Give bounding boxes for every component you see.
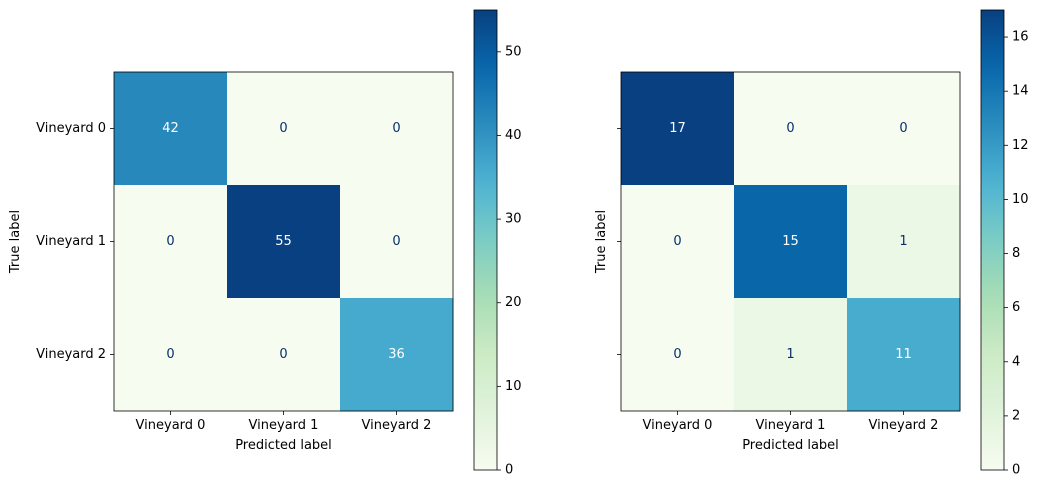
- heatmap-cell: [734, 72, 848, 186]
- cell-value: 0: [673, 347, 681, 362]
- heatmap-cell: [340, 72, 454, 186]
- cell-value: 1: [786, 347, 794, 362]
- x-tick-label: Vineyard 2: [869, 418, 939, 433]
- heatmap-cell: [847, 298, 961, 412]
- y-tick-label: Vineyard 2: [36, 347, 106, 362]
- colorbar-tick-label: 4: [1012, 354, 1020, 369]
- colorbar-tick-label: 50: [505, 44, 522, 59]
- cell-value: 1: [899, 234, 907, 249]
- x-tick-label: Vineyard 1: [756, 418, 826, 433]
- colorbar-tick-label: 40: [505, 128, 522, 143]
- cell-value: 11: [895, 347, 912, 362]
- x-tick-label: Vineyard 0: [643, 418, 713, 433]
- heatmap-cell: [621, 185, 735, 299]
- cell-value: 42: [162, 121, 179, 136]
- colorbar-tick-label: 6: [1012, 300, 1020, 315]
- colorbar: [980, 9, 1005, 471]
- heatmap-cell: [621, 298, 735, 412]
- colorbar-tick-label: 16: [1012, 30, 1029, 45]
- colorbar-tick-label: 10: [505, 379, 522, 394]
- heatmap-cell: [847, 185, 961, 299]
- heatmap-cell: [114, 185, 228, 299]
- y-tick-label: Vineyard 1: [36, 234, 106, 249]
- y-axis-title: True label: [8, 210, 23, 274]
- cell-value: 0: [166, 234, 174, 249]
- y-axis-title: True label: [594, 210, 609, 274]
- cell-value: 15: [782, 234, 799, 249]
- colorbar-tick-label: 12: [1012, 138, 1029, 153]
- colorbar-tick-label: 10: [1012, 192, 1029, 207]
- colorbar: [473, 9, 498, 471]
- heatmap-cell: [621, 72, 735, 186]
- confusion-matrix-1: 42 0 0 0 55 0 0 0 36 Vineyard 0 Vineyard 1 Vineyard…: [8, 9, 522, 478]
- cell-value: 0: [392, 234, 400, 249]
- cell-value: 0: [392, 121, 400, 136]
- heatmap-cell: [114, 298, 228, 412]
- colorbar-tick-label: 0: [505, 463, 513, 478]
- colorbar-tick-label: 30: [505, 212, 522, 227]
- colorbar-tick-label: 8: [1012, 246, 1020, 261]
- cell-value: 55: [275, 234, 292, 249]
- cell-value: 0: [899, 121, 907, 136]
- heatmap-cell: [847, 72, 961, 186]
- y-tick-label: Vineyard 0: [36, 121, 106, 136]
- x-axis-title: Predicted label: [742, 438, 839, 453]
- cell-value: 0: [166, 347, 174, 362]
- heatmap-cell: [734, 185, 848, 299]
- cell-value: 0: [673, 234, 681, 249]
- x-tick-label: Vineyard 0: [136, 418, 206, 433]
- cell-value: 0: [279, 347, 287, 362]
- cell-value: 0: [279, 121, 287, 136]
- colorbar-tick-label: 2: [1012, 408, 1020, 423]
- x-axis-title: Predicted label: [235, 438, 332, 453]
- colorbar-tick-label: 14: [1012, 84, 1029, 99]
- x-tick-label: Vineyard 1: [249, 418, 319, 433]
- cell-value: 0: [786, 121, 794, 136]
- heatmap-cell: [114, 72, 228, 186]
- colorbar-tick-label: 0: [1012, 463, 1020, 478]
- colorbar-tick-label: 20: [505, 295, 522, 310]
- heatmap-cell: [340, 298, 454, 412]
- heatmap-cell: [340, 185, 454, 299]
- x-tick-label: Vineyard 2: [362, 418, 432, 433]
- heatmap-cell: [227, 72, 341, 186]
- heatmap-cell: [227, 298, 341, 412]
- heatmap-cell: [734, 298, 848, 412]
- cell-value: 36: [388, 347, 405, 362]
- heatmap-cell: [227, 185, 341, 299]
- cell-value: 17: [669, 121, 686, 136]
